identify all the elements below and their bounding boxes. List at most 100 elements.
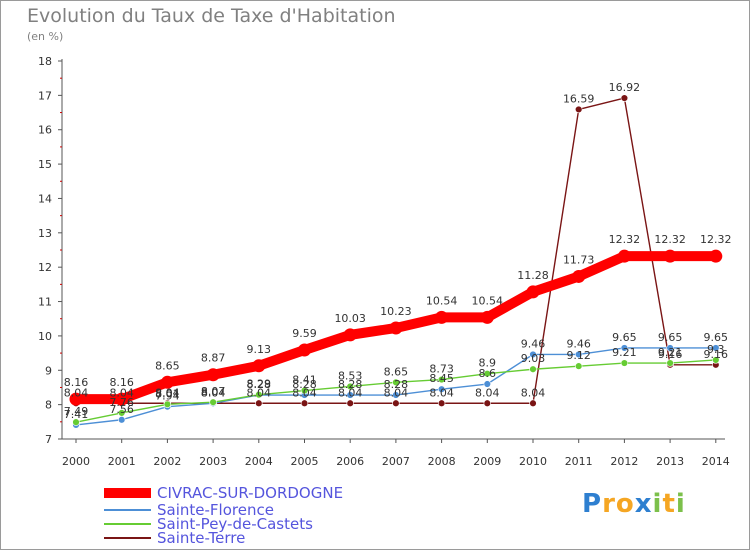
data-label: 8.28 — [247, 378, 272, 391]
data-label: 7.49 — [64, 405, 89, 418]
data-point — [574, 350, 583, 359]
data-point — [572, 269, 586, 283]
data-point — [343, 328, 357, 342]
data-label: 7.56 — [109, 403, 134, 416]
data-point — [437, 399, 446, 407]
data-point — [529, 365, 537, 373]
data-point — [72, 418, 80, 426]
chart-title: Evolution du Taux de Taxe d'Habitation — [27, 5, 396, 27]
data-label: 12.32 — [609, 233, 641, 246]
data-label: 11.73 — [563, 253, 595, 266]
x-tick-label: 2009 — [473, 455, 501, 468]
data-label: 8.53 — [338, 369, 363, 382]
data-point — [620, 359, 629, 367]
data-label: 9.13 — [247, 343, 272, 356]
data-label: 7.94 — [155, 390, 180, 403]
data-label: 8.07 — [201, 385, 226, 398]
data-label: 8.04 — [521, 386, 546, 399]
data-label: 12.32 — [700, 233, 732, 246]
logo-letter: P — [582, 489, 603, 519]
data-point — [437, 385, 446, 393]
data-point — [529, 350, 537, 359]
y-tick-label: 17 — [38, 89, 52, 102]
data-label: 8.04 — [475, 386, 500, 399]
data-point — [163, 400, 172, 408]
axes: 7 8 9 10 11 12 13 14 15 16 17 18 2000 2001 2002 2003 200… — [38, 55, 730, 468]
y-tick-label: 11 — [38, 296, 52, 309]
data-point — [483, 380, 491, 388]
x-tick-label: 2007 — [382, 455, 410, 468]
data-label: 8.04 — [155, 386, 180, 399]
data-label: 9.3 — [707, 343, 725, 356]
y-tick-label: 12 — [38, 261, 52, 274]
data-point — [300, 386, 309, 395]
data-label: 8.28 — [384, 378, 409, 391]
x-tick-label: 2003 — [199, 455, 227, 468]
data-label: 10.23 — [380, 305, 412, 318]
data-label: 9.12 — [566, 349, 591, 362]
data-label: 8.16 — [109, 376, 134, 389]
data-point — [666, 359, 674, 367]
data-label: 8.41 — [292, 374, 317, 387]
data-label: 8.16 — [64, 376, 89, 389]
data-label: 8.28 — [338, 378, 363, 391]
data-label: 8.65 — [155, 359, 180, 372]
legend-label: Saint-Pey-de-Castets — [157, 515, 313, 533]
legend-label: Sainte-Florence — [157, 501, 274, 519]
data-point — [483, 370, 491, 378]
y-tick-label: 13 — [38, 227, 52, 240]
legend-label: Sainte-Terre — [157, 529, 245, 547]
series-layer — [69, 94, 723, 429]
data-label: 7.76 — [109, 396, 134, 409]
data-label: 10.03 — [334, 312, 366, 325]
y-tick-label: 10 — [38, 330, 52, 343]
data-point — [115, 392, 129, 406]
data-point — [206, 368, 220, 382]
data-label: 9.16 — [658, 348, 683, 361]
y-tick-label: 9 — [45, 364, 52, 377]
x-tick-label: 2012 — [610, 455, 638, 468]
data-point — [346, 382, 354, 391]
data-label: 8.04 — [292, 386, 317, 399]
data-point — [709, 249, 723, 263]
data-label: 9.65 — [658, 331, 683, 344]
data-label: 8.87 — [201, 352, 226, 365]
data-label: 8.01 — [155, 387, 180, 400]
data-label: 9.46 — [521, 337, 546, 350]
data-point — [392, 391, 400, 399]
data-labels: 8.16 8.16 8.65 8.87 9.13 9.59 10.03 10.23 10.54 1… — [64, 81, 732, 421]
data-label: 8.04 — [429, 386, 454, 399]
data-point — [620, 344, 629, 352]
x-tick-label: 2004 — [245, 455, 273, 468]
data-point — [160, 375, 174, 389]
x-tick-label: 2011 — [565, 455, 593, 468]
data-point — [435, 310, 449, 324]
data-label: 10.54 — [472, 294, 504, 307]
legend-label: CIVRAC-SUR-DORDOGNE — [157, 484, 343, 502]
data-point — [663, 249, 677, 263]
data-point — [620, 94, 629, 102]
data-label: 12.32 — [654, 233, 686, 246]
data-point — [117, 409, 126, 417]
data-point — [392, 399, 400, 407]
x-tick-label: 2006 — [336, 455, 364, 468]
data-label: 8.45 — [429, 372, 454, 385]
data-label: 9.59 — [292, 327, 317, 340]
data-point — [298, 343, 311, 357]
data-point — [574, 105, 583, 114]
x-tick-label: 2008 — [428, 455, 456, 468]
x-tick-label: 2002 — [153, 455, 181, 468]
logo-letter: x — [634, 489, 653, 519]
logo-letter: r — [602, 489, 616, 519]
y-tick-label: 18 — [38, 55, 52, 68]
y-tick-label: 15 — [38, 158, 52, 171]
data-point — [209, 398, 217, 406]
data-label: 8.28 — [292, 378, 317, 391]
data-label: 8.65 — [384, 365, 409, 378]
data-point — [529, 399, 537, 407]
unit-label: (en %) — [27, 30, 64, 43]
data-label: 7.41 — [64, 408, 89, 421]
data-point — [574, 362, 583, 370]
data-point — [389, 321, 403, 335]
